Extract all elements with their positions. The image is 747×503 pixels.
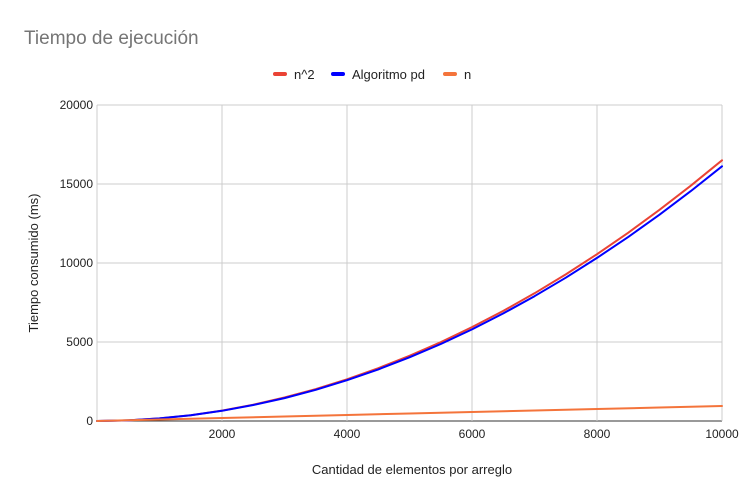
chart-legend: n^2 Algoritmo pd n: [273, 67, 471, 82]
series-line-3: [96, 405, 723, 422]
y-tick-label: 5000: [66, 335, 93, 349]
y-tick-label: 15000: [60, 177, 94, 191]
x-tick-label: 6000: [459, 427, 486, 441]
x-axis-tick-labels: 2000 4000 6000 8000 10000: [209, 427, 739, 441]
legend-label: n: [464, 67, 471, 82]
y-axis-tick-labels: 0 5000 10000 15000 20000: [60, 98, 94, 428]
y-tick-label: 20000: [60, 98, 94, 112]
chart-title: Tiempo de ejecución: [24, 28, 199, 49]
y-axis-title: Tiempo consumido (ms): [26, 194, 41, 333]
legend-label: n^2: [294, 67, 315, 82]
chart-grid: [96, 104, 723, 422]
y-tick-label: 10000: [60, 256, 94, 270]
legend-label: Algoritmo pd: [352, 67, 425, 82]
y-tick-label: 0: [86, 414, 93, 428]
x-tick-label: 4000: [334, 427, 361, 441]
chart-series: [96, 159, 723, 422]
x-tick-label: 2000: [209, 427, 236, 441]
x-tick-label: 8000: [584, 427, 611, 441]
series-line-2: [96, 165, 723, 422]
x-tick-label: 10000: [705, 427, 739, 441]
series-line-1: [96, 159, 723, 422]
x-axis-title: Cantidad de elementos por arreglo: [312, 462, 512, 477]
